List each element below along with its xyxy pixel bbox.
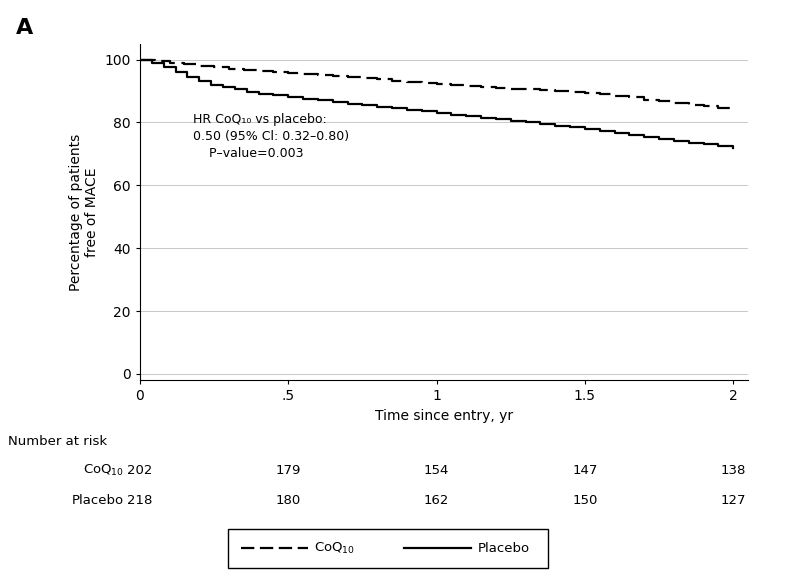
Text: 127: 127: [721, 494, 746, 507]
Text: 162: 162: [424, 494, 450, 507]
Text: Placebo: Placebo: [478, 542, 530, 555]
Text: 147: 147: [572, 464, 598, 477]
Text: $\mathrm{CoQ_{10}}$: $\mathrm{CoQ_{10}}$: [83, 463, 124, 479]
Text: 218: 218: [127, 494, 153, 507]
Y-axis label: Percentage of patients
free of MACE: Percentage of patients free of MACE: [69, 133, 99, 291]
Text: HR CoQ₁₀ vs placebo:
0.50 (95% Cl: 0.32–0.80)
    P–value=0.003: HR CoQ₁₀ vs placebo: 0.50 (95% Cl: 0.32–…: [194, 113, 350, 160]
Text: Number at risk: Number at risk: [8, 435, 107, 448]
X-axis label: Time since entry, yr: Time since entry, yr: [375, 409, 513, 423]
Text: A: A: [16, 18, 34, 37]
Text: Placebo: Placebo: [72, 494, 124, 507]
FancyBboxPatch shape: [228, 529, 548, 568]
Text: 138: 138: [721, 464, 746, 477]
Text: 180: 180: [276, 494, 301, 507]
Text: $\mathrm{CoQ_{10}}$: $\mathrm{CoQ_{10}}$: [314, 541, 355, 556]
Text: 154: 154: [424, 464, 450, 477]
Text: 150: 150: [572, 494, 598, 507]
Text: 202: 202: [127, 464, 153, 477]
Text: 179: 179: [276, 464, 301, 477]
